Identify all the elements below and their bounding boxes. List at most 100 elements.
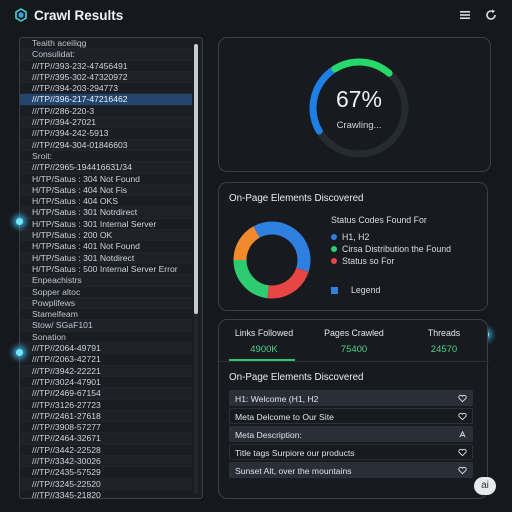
list-item[interactable]: ///TP//3442-22528 xyxy=(20,445,192,456)
panel-title: On-Page Elements Discovered xyxy=(229,193,364,204)
element-text: Title tags Surpiore our products xyxy=(235,448,355,458)
list-item[interactable]: ///TP//3024-47901 xyxy=(20,377,192,389)
element-row[interactable]: Sunset Alt, over the mountains xyxy=(229,462,473,478)
legend-item: Cirsa Distribution the Found xyxy=(331,244,451,254)
legend-title: Status Codes Found For xyxy=(331,215,427,225)
list-item[interactable]: ///TP//3245-22520 xyxy=(20,478,192,490)
crawl-url-list[interactable]: Teaith aceiliqg Consulidat:///TP//393-232… xyxy=(19,37,203,499)
legend-item: Status so For xyxy=(331,256,394,266)
gauge-arc-blue xyxy=(309,65,339,135)
heart-icon[interactable] xyxy=(458,412,467,421)
elements-title: On-Page Elements Discovered xyxy=(229,372,364,383)
list-item[interactable]: ///TP//2464-32671 xyxy=(20,433,192,445)
status-donut-chart xyxy=(233,221,311,299)
list-item[interactable]: Teaith aceiliqg xyxy=(20,38,192,50)
list-item[interactable]: ///TP//394-27021 xyxy=(20,117,192,129)
refresh-icon[interactable] xyxy=(484,8,498,22)
list-item[interactable]: Stow/ SGaF101 xyxy=(20,320,192,332)
stat-threads[interactable]: Threads 24570 xyxy=(399,328,489,355)
glow-indicator xyxy=(16,349,23,356)
menu-icon[interactable] xyxy=(458,8,472,22)
list-item[interactable]: ///TP//3342-30026 xyxy=(20,455,192,468)
donut-slice xyxy=(271,221,311,272)
list-item[interactable]: H/TP/Satus : 304 Not Found xyxy=(20,174,192,185)
list-item[interactable]: ///TP//2461-27618 xyxy=(20,410,192,423)
list-item[interactable]: ///TP//2965-194416631/34 xyxy=(20,162,192,174)
list-item[interactable]: H/TP/Satus : 301 Notrdirect xyxy=(20,207,192,219)
element-text: Sunset Alt, over the mountains xyxy=(235,466,352,476)
legend-item: H1, H2 xyxy=(331,232,369,242)
donut-slice xyxy=(267,267,309,299)
ai-badge[interactable]: ai xyxy=(474,477,496,495)
element-text: Meta Delcome to Our Site xyxy=(235,412,334,422)
gauge-arc-green xyxy=(331,58,393,77)
donut-slice xyxy=(253,221,273,238)
element-row[interactable]: Meta Delcome to Our Site xyxy=(229,408,473,424)
list-item[interactable]: Consulidat: xyxy=(20,49,192,61)
list-item[interactable]: ///TP//3942-22221 xyxy=(20,365,192,377)
app-title: Crawl Results xyxy=(34,7,124,23)
legend-footer-label: Legend xyxy=(351,285,381,295)
progress-gauge xyxy=(309,58,409,158)
list-item[interactable]: ///TP//294-304-01846603 xyxy=(20,139,192,151)
tag-icon[interactable] xyxy=(458,430,467,439)
list-item[interactable]: ///TP//3908-57277 xyxy=(20,422,192,434)
list-item[interactable]: Powplifews xyxy=(20,297,192,310)
active-tab-underline xyxy=(229,359,295,361)
stat-label: Links Followed xyxy=(234,328,294,338)
status-codes-panel: On-Page Elements Discovered Status Codes… xyxy=(218,182,488,311)
list-item[interactable]: ///TP//2435-57529 xyxy=(20,467,192,479)
progress-percent: 67% xyxy=(335,86,383,112)
list-item[interactable]: H/TP/Satus : 301 Internal Server xyxy=(20,219,192,231)
element-text: H1: Welcome (H1, H2 xyxy=(235,394,319,404)
donut-slice xyxy=(233,226,261,261)
legend-label: Cirsa Distribution the Found xyxy=(342,244,452,254)
list-item[interactable]: ///TP//3126-27723 xyxy=(20,400,192,411)
list-item[interactable]: H/TP/Satus : 500 Internal Server Error xyxy=(20,264,192,276)
stat-links-followed[interactable]: Links Followed 4900K xyxy=(219,328,309,355)
list-item[interactable]: H/TP/Satus : 200 OK xyxy=(20,230,192,242)
list-item[interactable]: H/TP/Satus : 404 OKS xyxy=(20,196,192,208)
stat-value: 4900K xyxy=(250,344,278,355)
list-item[interactable]: Sopper altoc xyxy=(20,287,192,298)
top-bar: Crawl Results xyxy=(0,0,512,30)
list-item[interactable]: Sonation xyxy=(20,332,192,344)
app-logo-icon xyxy=(15,8,27,22)
list-item[interactable]: ///TP//286-220-3 xyxy=(20,106,192,118)
list-item[interactable]: ///TP//2064-49791 xyxy=(20,343,192,355)
element-row[interactable]: Title tags Surpiore our products xyxy=(229,444,473,460)
legend-dot xyxy=(331,234,337,240)
list-item[interactable]: ///TP//394-242-5913 xyxy=(20,128,192,140)
list-item[interactable]: ///TP//2469-67154 xyxy=(20,388,192,400)
url-list-rows: Teaith aceiliqg Consulidat:///TP//393-232… xyxy=(20,38,192,498)
list-item[interactable]: ///TP//393-232-47456491 xyxy=(20,61,192,72)
legend-label: H1, H2 xyxy=(342,232,370,242)
list-item[interactable]: Sroit: xyxy=(20,151,192,163)
glow-indicator xyxy=(16,218,23,225)
legend-dot xyxy=(331,246,337,252)
list-item[interactable]: H/TP/Satus : 301 Notdirect xyxy=(20,252,192,264)
list-item[interactable]: ///TP//395-302-47320972 xyxy=(20,71,192,84)
list-scrollbar[interactable] xyxy=(194,44,198,494)
list-item[interactable]: ///TP//3345-21820 xyxy=(20,490,192,498)
list-item-selected[interactable]: ///TP//396-217-47216462 xyxy=(20,94,192,106)
element-row[interactable]: H1: Welcome (H1, H2 xyxy=(229,390,473,406)
crawl-status-text: Crawling... xyxy=(336,120,382,131)
divider xyxy=(219,361,489,362)
heart-icon[interactable] xyxy=(458,394,467,403)
list-item[interactable]: ///TP//2063-42721 xyxy=(20,354,192,366)
stat-pages-crawled[interactable]: Pages Crawled 75400 xyxy=(309,328,399,355)
stat-value: 75400 xyxy=(340,344,368,355)
list-scrollbar-thumb[interactable] xyxy=(194,44,198,314)
donut-slice xyxy=(233,259,270,299)
element-row[interactable]: Meta Description: xyxy=(229,426,473,442)
list-item[interactable]: Stamelfeam xyxy=(20,309,192,321)
legend-label: Status so For xyxy=(342,256,395,266)
list-item[interactable]: Enpeachistrs xyxy=(20,275,192,287)
heart-icon[interactable] xyxy=(458,448,467,457)
list-item[interactable]: ///TP//394-203-294773 xyxy=(20,83,192,95)
heart-icon[interactable] xyxy=(458,466,467,475)
list-item[interactable]: H/TP/Satus : 404 Not Fis xyxy=(20,184,192,197)
crawl-progress-panel: 67% Crawling... xyxy=(218,37,491,172)
list-item[interactable]: H/TP/Satus : 401 Not Found xyxy=(20,241,192,253)
